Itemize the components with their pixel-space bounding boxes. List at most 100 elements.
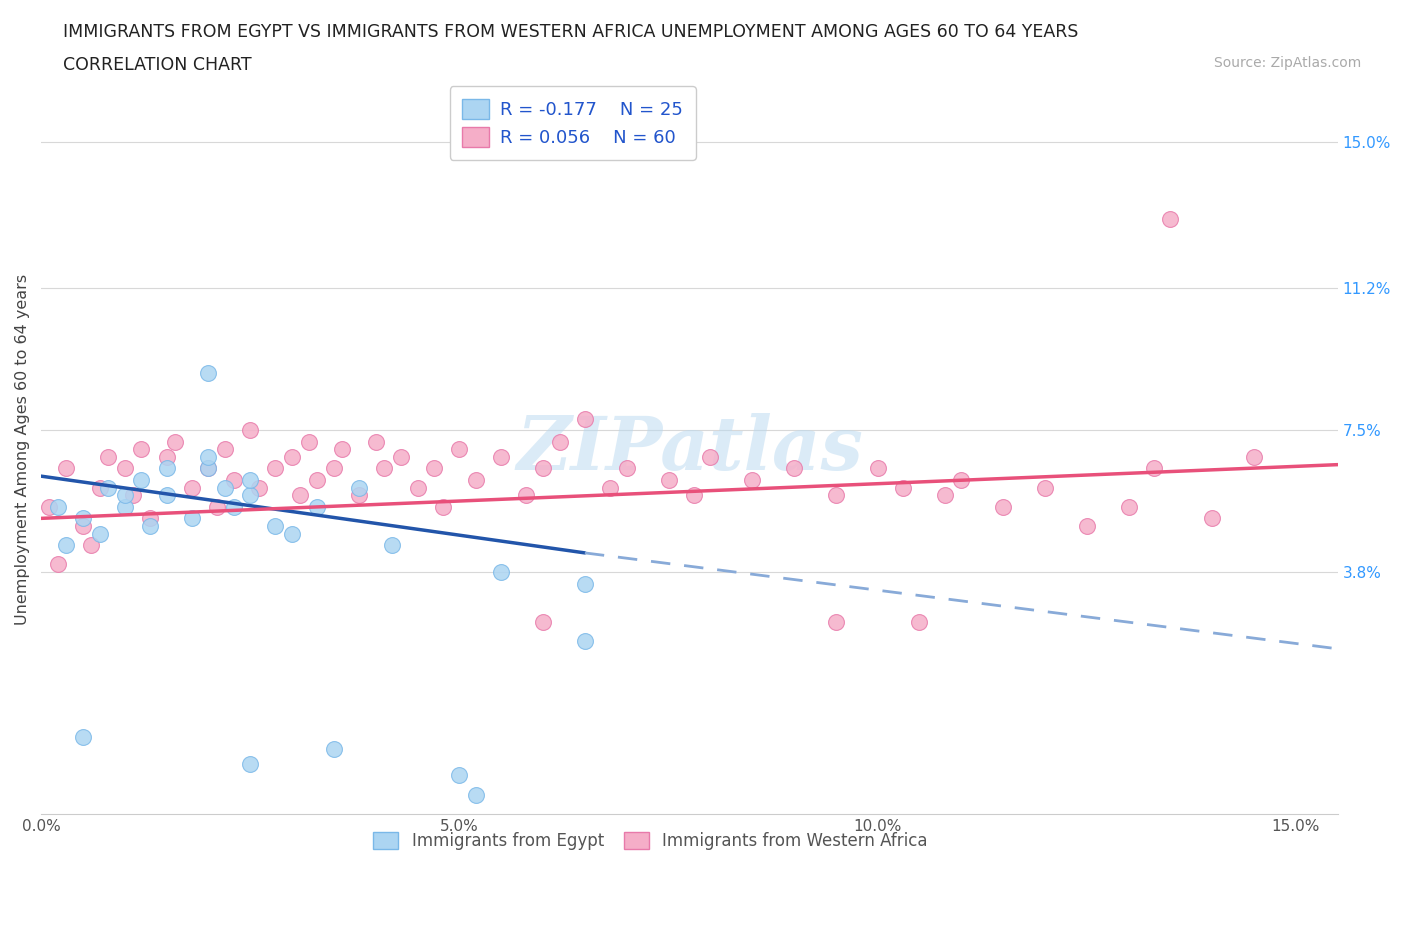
- Point: [122, 488, 145, 503]
- Point: [432, 499, 454, 514]
- Point: [89, 480, 111, 495]
- Point: [222, 472, 245, 487]
- Point: [616, 461, 638, 476]
- Point: [531, 461, 554, 476]
- Point: [381, 538, 404, 552]
- Point: [239, 472, 262, 487]
- Point: [131, 472, 153, 487]
- Point: [866, 461, 889, 476]
- Point: [114, 488, 136, 503]
- Point: [908, 615, 931, 630]
- Point: [97, 480, 120, 495]
- Point: [991, 499, 1014, 514]
- Point: [264, 461, 287, 476]
- Point: [599, 480, 621, 495]
- Point: [423, 461, 446, 476]
- Point: [80, 538, 103, 552]
- Point: [1201, 511, 1223, 525]
- Point: [247, 480, 270, 495]
- Point: [347, 488, 370, 503]
- Y-axis label: Unemployment Among Ages 60 to 64 years: Unemployment Among Ages 60 to 64 years: [15, 273, 30, 625]
- Point: [515, 488, 537, 503]
- Point: [114, 461, 136, 476]
- Text: Source: ZipAtlas.com: Source: ZipAtlas.com: [1213, 56, 1361, 70]
- Point: [46, 557, 69, 572]
- Point: [657, 472, 679, 487]
- Point: [72, 730, 94, 745]
- Point: [239, 488, 262, 503]
- Point: [699, 449, 721, 464]
- Point: [155, 488, 177, 503]
- Point: [264, 519, 287, 534]
- Point: [1118, 499, 1140, 514]
- Point: [239, 756, 262, 771]
- Point: [364, 434, 387, 449]
- Point: [891, 480, 914, 495]
- Point: [322, 741, 344, 756]
- Point: [1143, 461, 1166, 476]
- Point: [155, 449, 177, 464]
- Point: [214, 480, 236, 495]
- Point: [114, 499, 136, 514]
- Point: [1243, 449, 1265, 464]
- Point: [373, 461, 395, 476]
- Point: [131, 442, 153, 457]
- Point: [239, 422, 262, 437]
- Point: [197, 449, 219, 464]
- Point: [197, 461, 219, 476]
- Point: [406, 480, 429, 495]
- Point: [89, 526, 111, 541]
- Point: [1076, 519, 1098, 534]
- Point: [783, 461, 806, 476]
- Point: [197, 365, 219, 380]
- Point: [281, 526, 304, 541]
- Point: [180, 480, 202, 495]
- Point: [1159, 212, 1181, 227]
- Point: [347, 480, 370, 495]
- Point: [139, 511, 162, 525]
- Point: [307, 472, 329, 487]
- Point: [489, 565, 512, 579]
- Point: [741, 472, 763, 487]
- Point: [163, 434, 186, 449]
- Point: [322, 461, 344, 476]
- Point: [214, 442, 236, 457]
- Point: [290, 488, 312, 503]
- Point: [934, 488, 956, 503]
- Point: [682, 488, 704, 503]
- Point: [531, 615, 554, 630]
- Point: [38, 499, 60, 514]
- Point: [298, 434, 321, 449]
- Point: [1033, 480, 1056, 495]
- Point: [180, 511, 202, 525]
- Point: [205, 499, 228, 514]
- Point: [155, 461, 177, 476]
- Text: CORRELATION CHART: CORRELATION CHART: [63, 56, 252, 73]
- Point: [72, 511, 94, 525]
- Point: [489, 449, 512, 464]
- Point: [139, 519, 162, 534]
- Point: [55, 461, 77, 476]
- Point: [574, 577, 596, 591]
- Point: [950, 472, 973, 487]
- Point: [46, 499, 69, 514]
- Point: [97, 449, 120, 464]
- Point: [465, 472, 488, 487]
- Point: [449, 442, 471, 457]
- Point: [197, 461, 219, 476]
- Point: [330, 442, 353, 457]
- Point: [574, 633, 596, 648]
- Point: [307, 499, 329, 514]
- Point: [465, 787, 488, 802]
- Point: [281, 449, 304, 464]
- Point: [72, 519, 94, 534]
- Point: [548, 434, 571, 449]
- Point: [449, 768, 471, 783]
- Point: [824, 615, 846, 630]
- Point: [55, 538, 77, 552]
- Text: ZIPatlas: ZIPatlas: [516, 413, 863, 485]
- Point: [389, 449, 412, 464]
- Point: [824, 488, 846, 503]
- Legend: Immigrants from Egypt, Immigrants from Western Africa: Immigrants from Egypt, Immigrants from W…: [363, 822, 938, 860]
- Point: [222, 499, 245, 514]
